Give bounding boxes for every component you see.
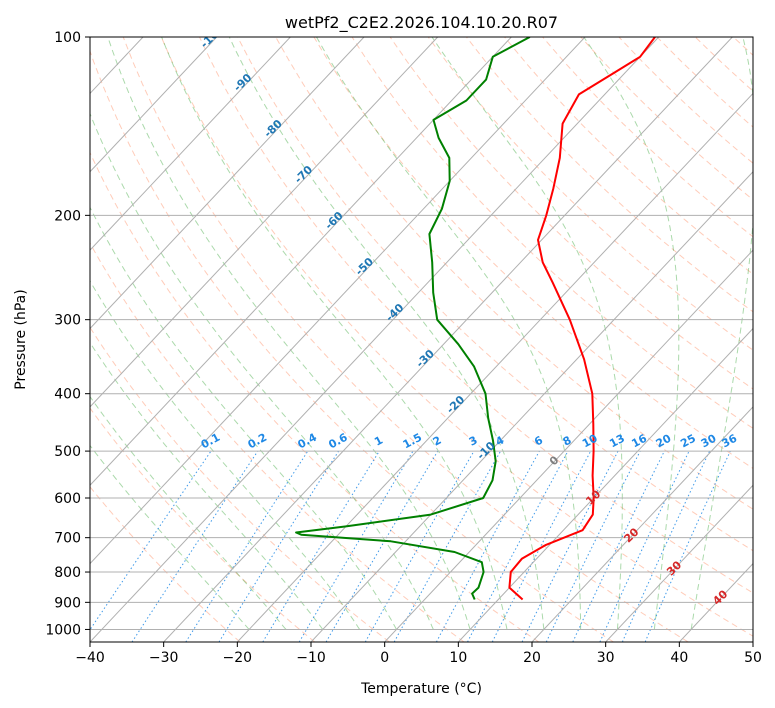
x-tick-label: 40 [670, 650, 688, 666]
pressure-grid [90, 37, 753, 642]
moist-adiabat [161, 37, 508, 630]
moist-adiabat [90, 444, 250, 630]
x-axis-ticks: −40 −30 −20 −10 0 10 20 30 40 50 [75, 642, 762, 666]
dry-adiabat [427, 37, 753, 351]
y-tick-label: 700 [54, 531, 81, 547]
mixing-ratio-line [262, 450, 380, 642]
moist-adiabat [90, 112, 434, 630]
isotherm-line [310, 171, 753, 642]
x-tick-label: −30 [149, 650, 179, 666]
x-tick-label: 20 [523, 650, 541, 666]
x-tick-label: 30 [597, 650, 615, 666]
mixing-ratio-line [621, 450, 711, 642]
mixing-ratio-line [185, 450, 309, 642]
moist-adiabat [583, 37, 680, 630]
dry-adiabat [90, 407, 316, 642]
moist-adiabat [90, 206, 397, 630]
y-tick-label: 600 [54, 491, 81, 507]
mixing-ratio-label: 10 [580, 432, 600, 451]
x-tick-label: 50 [744, 650, 762, 666]
isotherm-line [236, 92, 753, 642]
dewpoint-line [295, 37, 531, 600]
mixing-ratio-label: 36 [720, 432, 740, 451]
chart-title: wetPf2_C2E2.2026.104.10.20.R07 [285, 13, 558, 33]
dry-adiabat [90, 49, 614, 642]
isotherm-line [90, 37, 291, 251]
isotherm-line [163, 37, 733, 642]
mixing-ratio-line [393, 450, 502, 642]
dry-adiabat [122, 37, 689, 642]
isotherm-line [90, 37, 439, 408]
moist-adiabat [90, 395, 287, 630]
x-tick-label: 0 [380, 650, 389, 666]
profile-series [295, 37, 656, 601]
mixing-ratio-label: 25 [678, 432, 698, 451]
y-tick-label: 800 [54, 565, 81, 581]
moist-adiabat [90, 341, 324, 630]
x-tick-label: 10 [449, 650, 467, 666]
x-tick-label: −40 [75, 650, 105, 666]
y-axis-ticks: 100 200 300 400 500 600 700 800 900 1000 [45, 30, 90, 638]
dry-adiabat [90, 151, 540, 642]
isotherm-line [90, 37, 365, 330]
dry-adiabat [90, 326, 390, 642]
mixing-ratio-label: 30 [699, 432, 719, 451]
dry-adiabat [466, 37, 753, 313]
mixing-ratio-label: 13 [607, 432, 627, 451]
dry-adiabat [90, 242, 465, 642]
mixing-ratio-line [545, 450, 641, 642]
isotherm-line [90, 37, 586, 565]
x-axis-label: Temperature (°C) [360, 681, 482, 697]
mixing-ratio-line [435, 450, 540, 642]
mixing-ratio-line [90, 450, 212, 631]
mixing-ratio-label: 20 [654, 432, 674, 451]
y-axis-label: Pressure (hPa) [13, 289, 29, 389]
dry-adiabat [389, 37, 753, 390]
isotherm-line [90, 37, 512, 486]
moist-adiabat [107, 37, 471, 630]
mixing-ratio-label: 16 [629, 432, 649, 451]
mixing-ratio-line [521, 450, 619, 642]
x-tick-label: −10 [296, 650, 326, 666]
y-tick-label: 400 [54, 387, 81, 403]
moist-adiabat [228, 37, 545, 630]
dry-adiabat [351, 37, 753, 429]
moist-adiabat [690, 37, 753, 630]
isotherm-line [605, 484, 753, 642]
y-tick-label: 200 [54, 208, 81, 224]
moist-adiabat [431, 37, 623, 630]
x-tick-label: −20 [223, 650, 253, 666]
y-tick-label: 500 [54, 444, 81, 460]
y-tick-label: 300 [54, 313, 81, 329]
dry-adiabat [160, 37, 753, 637]
moist-adiabat [316, 37, 582, 630]
background-lines [90, 37, 753, 642]
y-tick-label: 900 [54, 595, 81, 611]
y-tick-label: 100 [54, 30, 81, 46]
plot-frame [89, 36, 754, 643]
isotherm-line [384, 249, 753, 642]
temperature-line [508, 37, 656, 601]
isotherm-line [90, 37, 660, 642]
y-tick-label: 1000 [45, 622, 81, 638]
moist-adiabat [90, 280, 361, 630]
isotherm-line [90, 37, 218, 173]
isotherm-line [531, 406, 753, 642]
